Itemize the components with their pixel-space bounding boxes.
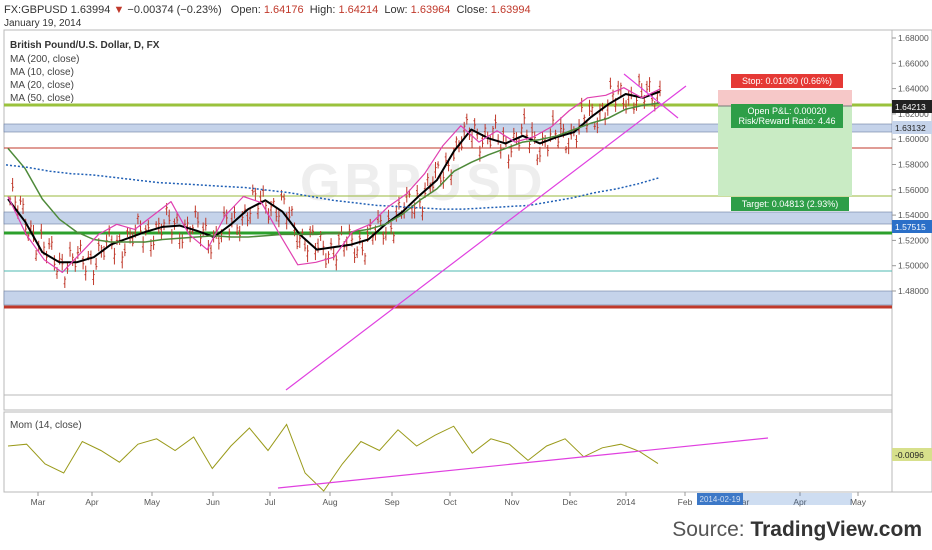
momentum-trendline[interactable] [277, 437, 769, 489]
trendline-down[interactable] [623, 73, 679, 119]
time-tick-label: Aug [322, 497, 337, 507]
source-credit: Source: TradingView.com [672, 518, 922, 542]
time-tick-label: Feb [678, 497, 693, 507]
open-label: Open: [230, 4, 261, 16]
ma200-line[interactable] [5, 164, 661, 210]
zone-lower [3, 290, 893, 306]
ma50-line[interactable] [7, 102, 661, 243]
symbol-text: FX:GBPUSD [4, 4, 68, 16]
time-tick-label: May [144, 497, 161, 507]
time-cursor-range [697, 493, 852, 505]
price-tick-label: 1.58000 [898, 160, 929, 170]
low-label: Low: [384, 4, 408, 16]
stop-label: Stop: 0.01080 (0.66%) [742, 76, 832, 86]
momentum-tag-label: -0.0096 [895, 450, 924, 460]
price-tick-label: 1.64000 [898, 84, 929, 94]
high-label: High: [309, 4, 336, 16]
price-tag [892, 121, 932, 134]
time-tick-label: 2014 [617, 497, 636, 507]
source-brand: TradingView.com [750, 518, 922, 541]
price-tick-label: 1.68000 [898, 33, 929, 43]
price-tick-label: 1.60000 [898, 134, 929, 144]
pnl-label-box[interactable] [731, 104, 843, 128]
target-label: Target: 0.04813 (2.93%) [742, 199, 839, 209]
momentum-pane[interactable] [3, 411, 893, 493]
price-tag-label: 1.57515 [895, 222, 926, 232]
pnl-label: Open P&L: 0.00020 [747, 106, 826, 116]
time-tick-label: Jul [265, 497, 276, 507]
open-value: 1.64176 [263, 4, 304, 16]
legend-ma10[interactable]: MA (10, close) [10, 67, 74, 78]
price-tag-label: 1.64213 [895, 102, 926, 112]
price-tick-label: 1.52000 [898, 235, 929, 245]
risk-reward-label: Risk/Reward Ratio: 4.46 [738, 116, 835, 126]
last-price: 1.63994 [70, 4, 111, 16]
stop-zone [718, 90, 852, 106]
price-tag [892, 100, 932, 113]
time-tick-label: Dec [562, 497, 578, 507]
price-tick-label: 1.48000 [898, 286, 929, 296]
target-label-box[interactable] [731, 197, 849, 211]
time-cursor-tag [697, 493, 743, 505]
time-tick-label: Apr [793, 497, 806, 507]
price-tick-label: 1.50000 [898, 261, 929, 271]
price-tag-label: 1.63132 [895, 123, 926, 133]
watermark-text: GBPUSD [300, 154, 546, 212]
close-value: 1.63994 [490, 4, 531, 16]
momentum-tag [892, 448, 932, 461]
time-tick-label: Jun [206, 497, 220, 507]
low-value: 1.63964 [410, 4, 451, 16]
time-tick-label: Mar [31, 497, 46, 507]
time-tick-label: Apr [85, 497, 98, 507]
source-prefix: Source: [672, 518, 751, 541]
price-tick-label: 1.56000 [898, 185, 929, 195]
legend-ma200[interactable]: MA (200, close) [10, 54, 80, 65]
time-cursor-label: 2014-02-19 [700, 495, 741, 504]
legend-ma50[interactable]: MA (50, close) [10, 93, 74, 104]
time-tick-label: Nov [504, 497, 520, 507]
close-label: Close: [456, 4, 488, 16]
time-tick-label: Sep [384, 497, 399, 507]
time-tick-label: Oct [443, 497, 457, 507]
trendline-up[interactable] [285, 85, 687, 391]
price-tick-label: 1.66000 [898, 58, 929, 68]
price-tag [892, 220, 932, 233]
chart-header: FX:GBPUSD 1.63994 ▼ −0.00374 (−0.23%) Op… [4, 4, 531, 16]
down-arrow-icon: ▼ [113, 4, 125, 16]
header-date: January 19, 2014 [4, 18, 82, 29]
ma10-line[interactable] [7, 87, 661, 273]
price-tick-label: 1.54000 [898, 210, 929, 220]
stop-label-box[interactable] [731, 74, 843, 88]
momentum-line[interactable] [7, 423, 659, 492]
time-tick-label: May [850, 497, 867, 507]
change-text: −0.00374 (−0.23%) [127, 4, 222, 16]
momentum-title[interactable]: Mom (14, close) [10, 420, 82, 431]
legend-ma20[interactable]: MA (20, close) [10, 80, 74, 91]
legend-title: British Pound/U.S. Dollar, D, FX [10, 40, 160, 51]
price-tick-label: 1.62000 [898, 109, 929, 119]
high-value: 1.64214 [338, 4, 379, 16]
